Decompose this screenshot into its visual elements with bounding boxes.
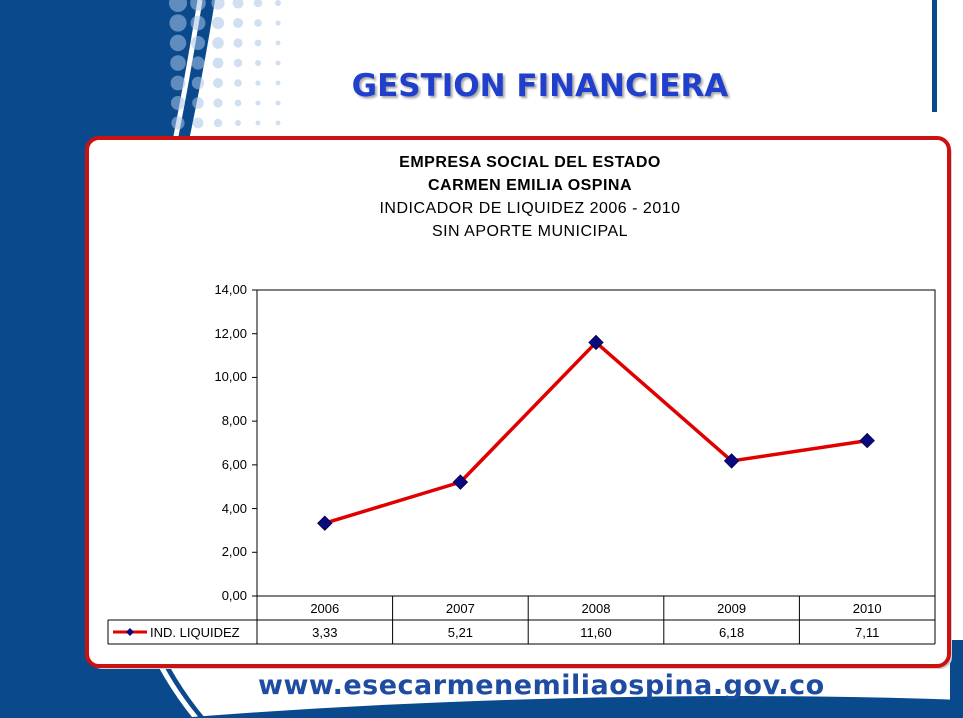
data-value-label: 11,60: [580, 625, 612, 640]
chart-title-line-4: SIN APORTE MUNICIPAL: [431, 223, 629, 240]
data-value-label: 3,33: [312, 625, 338, 640]
decor-dot: [169, 34, 187, 52]
x-category-label: 2010: [852, 601, 882, 616]
decor-dot: [255, 120, 261, 126]
decor-dot: [275, 120, 281, 126]
bottom-blue-band: [180, 696, 963, 718]
data-value-label: 5,21: [447, 625, 474, 640]
decor-dot: [212, 57, 224, 69]
data-point-marker: [588, 334, 604, 351]
decor-dot: [213, 98, 223, 108]
y-tick-label: 12,00: [214, 325, 247, 341]
decor-dot: [233, 58, 243, 68]
data-point-marker: [317, 515, 333, 531]
legend-marker: [126, 628, 134, 636]
slide-title: GESTION FINANCIERA: [351, 68, 729, 104]
decor-dot: [191, 76, 205, 90]
decor-dot: [170, 75, 186, 91]
series-line-ind-liquidez: [324, 340, 868, 525]
decor-dot: [233, 38, 243, 48]
decor-dot: [275, 60, 281, 66]
footer-url: www.esecarmenemiliaospina.gov.co: [258, 670, 825, 701]
decor-dot: [191, 36, 205, 50]
decor-dot: [171, 96, 185, 110]
x-category-label: 2008: [581, 601, 611, 616]
decor-dot: [170, 55, 186, 71]
x-category-label: 2006: [310, 601, 340, 616]
decor-dot: [275, 80, 281, 86]
right-bottom-band: [950, 640, 963, 718]
decor-dot: [253, 0, 263, 8]
y-tick-label: 4,00: [221, 500, 247, 516]
decor-dot: [254, 39, 262, 47]
x-category-label: 2007: [445, 601, 475, 616]
x-category-label: 2009: [717, 601, 747, 616]
y-tick-label: 10,00: [214, 369, 247, 385]
decor-dot: [254, 19, 262, 27]
decor-dot: [192, 117, 204, 129]
decor-dot: [275, 20, 281, 26]
legend-series-name: IND. LIQUIDEZ: [150, 625, 240, 640]
y-tick-label: 0,00: [221, 588, 247, 603]
decor-dot: [235, 120, 241, 126]
decor-dot: [255, 100, 261, 106]
decor-dot: [275, 100, 281, 106]
decor-dot: [234, 79, 242, 87]
chart-title-line-1: EMPRESA SOCIAL DEL ESTADO: [399, 154, 661, 171]
decor-dot: [190, 15, 206, 31]
decor-dot: [275, 40, 281, 46]
decor-dot: [213, 78, 223, 88]
decor-dot: [213, 118, 223, 128]
decor-dot: [255, 60, 261, 66]
decor-dot: [275, 0, 281, 6]
decor-dot: [212, 37, 224, 49]
data-point-marker: [859, 432, 875, 449]
decor-dot: [169, 14, 187, 32]
decor-dot: [233, 18, 243, 28]
decor-dot: [255, 80, 261, 86]
decor-dot: [211, 0, 225, 10]
y-tick-label: 6,00: [221, 456, 247, 472]
decor-dot: [191, 56, 205, 70]
decor-dot: [190, 0, 206, 11]
data-point-marker: [452, 474, 469, 490]
decor-dot: [169, 0, 187, 12]
decor-dot: [192, 97, 204, 109]
chart-title-line-2: CARMEN EMILIA OSPINA: [427, 177, 633, 194]
y-tick-label: 2,00: [221, 544, 247, 560]
data-value-label: 6,18: [718, 625, 745, 640]
chart-frame-border: [85, 136, 951, 668]
y-tick-label: 14,00: [214, 282, 247, 297]
y-tick-label: 8,00: [221, 413, 247, 429]
decor-dot: [171, 116, 185, 130]
data-value-label: 7,11: [855, 625, 880, 640]
plot-area: [256, 289, 936, 597]
data-point-marker: [723, 453, 740, 469]
decor-dot: [234, 99, 242, 107]
decor-dot: [232, 0, 244, 9]
chart-title-line-3: INDICADOR DE LIQUIDEZ 2006 - 2010: [379, 200, 681, 217]
right-blue-line: [932, 0, 937, 112]
decor-dot: [211, 16, 225, 30]
